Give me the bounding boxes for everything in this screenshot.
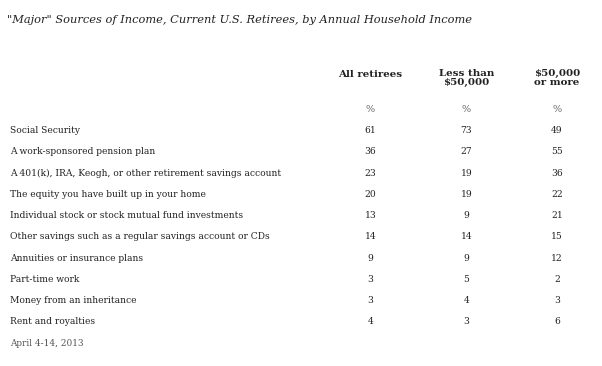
Text: 14: 14 bbox=[461, 232, 473, 241]
Text: The equity you have built up in your home: The equity you have built up in your hom… bbox=[10, 190, 205, 199]
Text: April 4-14, 2013: April 4-14, 2013 bbox=[10, 339, 83, 348]
Text: 3: 3 bbox=[554, 296, 560, 305]
Text: 2: 2 bbox=[554, 275, 560, 284]
Text: 3: 3 bbox=[367, 296, 373, 305]
Text: A work-sponsored pension plan: A work-sponsored pension plan bbox=[10, 147, 155, 156]
Text: Part-time work: Part-time work bbox=[10, 275, 79, 284]
Text: Other savings such as a regular savings account or CDs: Other savings such as a regular savings … bbox=[10, 232, 269, 241]
Text: 15: 15 bbox=[551, 232, 563, 241]
Text: or more: or more bbox=[534, 78, 580, 87]
Text: A 401(k), IRA, Keogh, or other retirement savings account: A 401(k), IRA, Keogh, or other retiremen… bbox=[10, 169, 281, 178]
Text: 36: 36 bbox=[551, 169, 563, 178]
Text: Rent and royalties: Rent and royalties bbox=[10, 317, 95, 326]
Text: 49: 49 bbox=[551, 126, 563, 135]
Text: 3: 3 bbox=[464, 317, 470, 326]
Text: 19: 19 bbox=[461, 190, 473, 199]
Text: %: % bbox=[365, 105, 375, 114]
Text: 21: 21 bbox=[551, 211, 563, 220]
Text: $50,000: $50,000 bbox=[444, 78, 489, 87]
Text: Individual stock or stock mutual fund investments: Individual stock or stock mutual fund in… bbox=[10, 211, 243, 220]
Text: Less than: Less than bbox=[439, 69, 494, 78]
Text: 9: 9 bbox=[464, 211, 470, 220]
Text: 20: 20 bbox=[364, 190, 376, 199]
Text: 6: 6 bbox=[554, 317, 560, 326]
Text: 13: 13 bbox=[364, 211, 376, 220]
Text: Annuities or insurance plans: Annuities or insurance plans bbox=[10, 254, 143, 262]
Text: 9: 9 bbox=[367, 254, 373, 262]
Text: $50,000: $50,000 bbox=[534, 69, 580, 78]
Text: 23: 23 bbox=[364, 169, 376, 178]
Text: 73: 73 bbox=[461, 126, 473, 135]
Text: 5: 5 bbox=[464, 275, 470, 284]
Text: 3: 3 bbox=[367, 275, 373, 284]
Text: 12: 12 bbox=[551, 254, 563, 262]
Text: 27: 27 bbox=[461, 147, 473, 156]
Text: %: % bbox=[462, 105, 471, 114]
Text: 61: 61 bbox=[364, 126, 376, 135]
Text: %: % bbox=[552, 105, 562, 114]
Text: "Major" Sources of Income, Current U.S. Retirees, by Annual Household Income: "Major" Sources of Income, Current U.S. … bbox=[7, 15, 472, 25]
Text: 14: 14 bbox=[364, 232, 376, 241]
Text: 22: 22 bbox=[551, 190, 563, 199]
Text: 19: 19 bbox=[461, 169, 473, 178]
Text: 9: 9 bbox=[464, 254, 470, 262]
Text: 4: 4 bbox=[464, 296, 470, 305]
Text: 4: 4 bbox=[367, 317, 373, 326]
Text: Social Security: Social Security bbox=[10, 126, 79, 135]
Text: 55: 55 bbox=[551, 147, 563, 156]
Text: Money from an inheritance: Money from an inheritance bbox=[10, 296, 136, 305]
Text: All retirees: All retirees bbox=[338, 70, 402, 79]
Text: 36: 36 bbox=[364, 147, 376, 156]
